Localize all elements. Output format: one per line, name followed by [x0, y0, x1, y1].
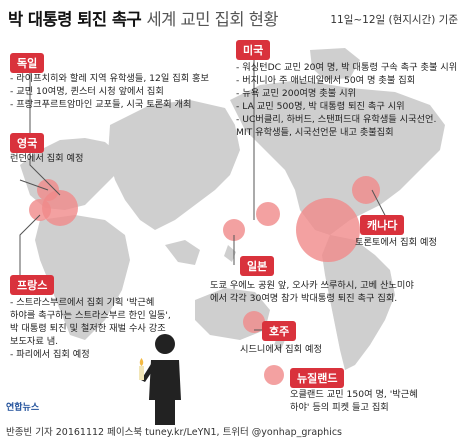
note-line: - 교민 10여명, 퀸스터 시청 앞에서 집회 [10, 86, 164, 97]
region-tag-australia: 호주 [262, 321, 297, 341]
note-line: - UC버클리, 하버드, 스탠퍼드대 유학생들 시국선언. [236, 114, 437, 125]
region-tag-uk: 영국 [10, 133, 45, 153]
note-line: 런던에서 집회 예정 [10, 153, 84, 164]
bubble-australia [243, 311, 265, 333]
page-title: 박 대통령 퇴진 촉구 세계 교민 집회 현황 [8, 10, 279, 29]
region-tag-usa: 미국 [236, 40, 271, 60]
region-tag-japan: 일본 [240, 256, 275, 276]
note-line: 시드니에서 집회 예정 [240, 344, 322, 355]
note-line: MIT 유학생들, 시국선언문 내고 촛불집회 [236, 127, 394, 138]
bubble-canada [352, 176, 380, 204]
japan [224, 245, 236, 262]
note-line: - 라이프치히와 할레 지역 유학생들, 12일 집회 홍보 [10, 73, 209, 84]
africa [35, 215, 130, 340]
bubble-france [29, 199, 51, 221]
note-newzealand: 오클랜드 교민 150여 명, '박근혜 하야' 등의 피켓 들고 집회 [290, 388, 418, 414]
note-line: 하야' 등의 피켓 들고 집회 [290, 402, 389, 413]
note-line: - 파리에서 집회 예정 [10, 349, 90, 360]
greenland [310, 48, 360, 80]
bubble-japan [223, 219, 245, 241]
world-map [19, 48, 445, 385]
note-germany: - 라이프치히와 할레 지역 유학생들, 12일 집회 홍보 - 교민 10여명… [10, 72, 209, 111]
leader-uk [19, 179, 49, 191]
note-line: - 스트라스부르에서 집회 기획 '박근혜 [10, 297, 155, 308]
note-line: 오클랜드 교민 150여 명, '박근혜 [290, 389, 418, 400]
note-line: - 워싱턴DC 교민 20여 명, 박 대통령 구속 촉구 촛불 시위 [236, 62, 458, 73]
bubble-newzealand [264, 365, 284, 385]
note-line: 박 대통령 퇴진 및 철저한 재벌 수사 강조 [10, 323, 166, 334]
note-australia: 시드니에서 집회 예정 [240, 343, 322, 356]
note-line: 토론토에서 집회 예정 [355, 237, 437, 248]
note-japan: 도쿄 우에노 공원 앞, 오사카 쓰루하시, 고베 산노미야 에서 각각 30여… [210, 279, 414, 305]
note-line: - 뉴욕 교민 200여명 촛불 시위 [236, 88, 356, 99]
asia [108, 100, 240, 230]
credit-line: 반종빈 기자 20161112 페이스북 tuney.kr/LeYN1, 트위터… [6, 427, 343, 438]
note-canada: 토론토에서 집회 예정 [355, 236, 437, 249]
note-line: 하야를 촉구하는 스트라스부르 한인 일동', [10, 310, 171, 321]
candle-person-icon [139, 334, 181, 425]
bubble-usa-east [296, 198, 360, 262]
region-tag-canada: 캐나다 [360, 215, 405, 235]
date-range: 11일~12일 (현지시간) 기준 [330, 14, 458, 26]
note-france: - 스트라스부르에서 집회 기획 '박근혜 하야를 촉구하는 스트라스부르 한인… [10, 296, 171, 361]
region-tag-newzealand: 뉴질랜드 [290, 368, 345, 388]
leader-germany [29, 65, 61, 196]
note-usa: - 워싱턴DC 교민 20여 명, 박 대통령 구속 촉구 촛불 시위 - 버지… [236, 61, 457, 139]
note-line: - 버지니아 주 애넌데일에서 50여 명 촛불 집회 [236, 75, 416, 86]
note-line: - 프랑크푸르트암마인 교포들, 시국 토론회 개최 [10, 99, 192, 110]
bubble-usa-west [256, 202, 280, 226]
region-tag-france: 프랑스 [10, 275, 55, 295]
note-line: 도쿄 우에노 공원 앞, 오사카 쓰루하시, 고베 산노미야 [210, 280, 414, 291]
north-america [230, 80, 445, 235]
southeast-asia [165, 240, 200, 265]
leader-france [19, 214, 41, 292]
region-tag-germany: 독일 [10, 53, 45, 73]
note-line: 에서 각각 30여명 참가 박대통령 퇴진 촉구 집회. [210, 293, 398, 304]
note-uk: 런던에서 집회 예정 [10, 152, 83, 165]
logo: 연합뉴스 [6, 403, 40, 413]
note-line: 보도자료 냄. [10, 336, 59, 347]
note-line: - LA 교민 500명, 박 대통령 퇴진 촉구 시위 [236, 101, 405, 112]
south-america [322, 235, 395, 370]
